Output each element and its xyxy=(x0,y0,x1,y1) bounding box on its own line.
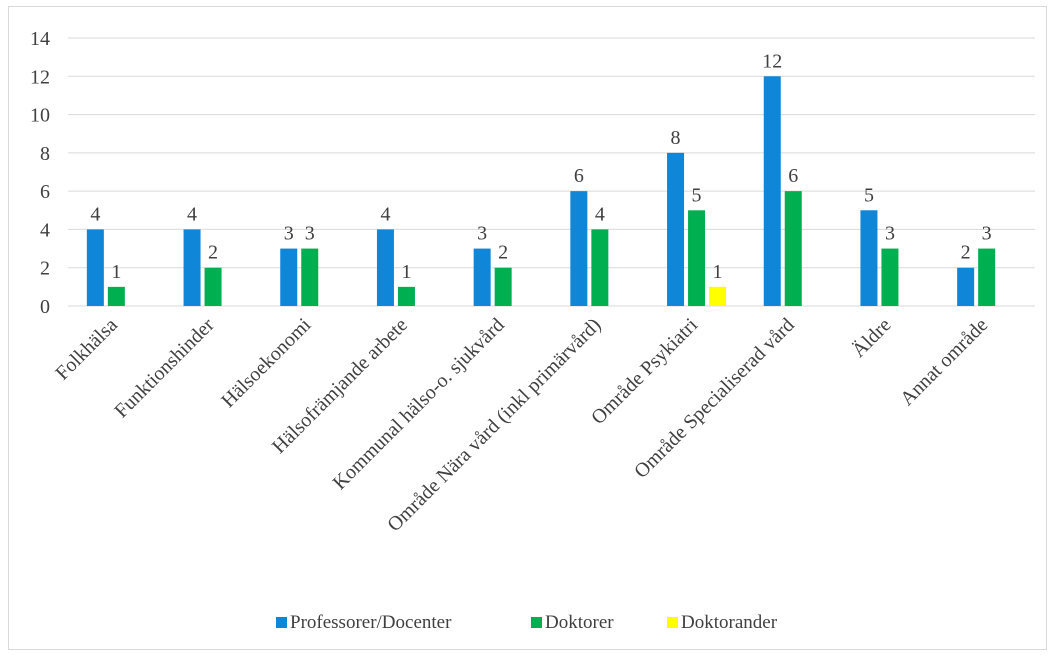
bar xyxy=(183,229,201,306)
bar xyxy=(709,286,727,306)
legend-label: Doktorander xyxy=(681,612,778,633)
bar xyxy=(107,286,125,306)
bar xyxy=(301,248,319,306)
data-label: 5 xyxy=(692,184,702,206)
legend-swatch xyxy=(531,617,542,628)
legend-label: Doktorer xyxy=(545,612,614,633)
bar xyxy=(978,248,996,306)
data-label: 3 xyxy=(284,223,294,245)
bar xyxy=(494,267,512,306)
data-label: 3 xyxy=(477,223,487,245)
category-label: Hälsoekonomi xyxy=(217,314,315,412)
data-label: 6 xyxy=(574,165,584,187)
bar xyxy=(957,267,975,306)
data-label: 3 xyxy=(305,223,315,245)
bar xyxy=(570,191,588,306)
data-label: 1 xyxy=(401,261,411,283)
category-label: Annat område xyxy=(896,314,992,410)
legend-label: Professorer/Docenter xyxy=(290,612,452,633)
y-tick-label: 10 xyxy=(30,105,50,127)
data-label: 1 xyxy=(713,261,723,283)
category-label: Område Nära vård (inkl primärvård) xyxy=(383,314,605,536)
y-tick-label: 0 xyxy=(40,296,50,318)
data-label: 12 xyxy=(762,50,782,72)
data-label: 3 xyxy=(982,223,992,245)
data-label: 4 xyxy=(90,203,100,225)
legend-swatch xyxy=(667,617,678,628)
bar xyxy=(376,229,394,306)
bar xyxy=(688,210,706,306)
category-label: Äldre xyxy=(847,313,896,362)
data-label: 3 xyxy=(885,223,895,245)
data-label: 4 xyxy=(595,203,605,225)
y-tick-label: 14 xyxy=(30,28,50,50)
y-tick-label: 4 xyxy=(40,219,50,241)
bar xyxy=(397,286,415,306)
category-label: Område Specialiserad vård xyxy=(630,314,799,483)
data-label: 2 xyxy=(498,242,508,264)
bar xyxy=(204,267,222,306)
category-label: Funktionshinder xyxy=(110,314,219,423)
legend-swatch xyxy=(276,617,287,628)
category-label: Folkhälsa xyxy=(51,314,122,385)
bar xyxy=(667,152,685,306)
data-label: 2 xyxy=(208,242,218,264)
data-label: 6 xyxy=(788,165,798,187)
chart-frame xyxy=(8,6,1047,650)
bar xyxy=(86,229,104,306)
data-label: 1 xyxy=(111,261,121,283)
data-label: 4 xyxy=(380,203,390,225)
data-label: 8 xyxy=(671,127,681,149)
category-label: Kommunal hälso-o. sjukvård xyxy=(329,314,509,494)
y-tick-label: 6 xyxy=(40,181,50,203)
bar xyxy=(473,248,491,306)
y-tick-label: 2 xyxy=(40,258,50,280)
bar xyxy=(881,248,899,306)
bar xyxy=(784,191,802,306)
y-tick-label: 12 xyxy=(30,66,50,88)
data-label: 4 xyxy=(187,203,197,225)
data-label: 2 xyxy=(961,242,971,264)
bar xyxy=(860,210,878,306)
bar xyxy=(280,248,298,306)
data-label: 5 xyxy=(864,184,874,206)
bar xyxy=(763,76,781,307)
y-tick-label: 8 xyxy=(40,143,50,165)
bar xyxy=(591,229,609,306)
